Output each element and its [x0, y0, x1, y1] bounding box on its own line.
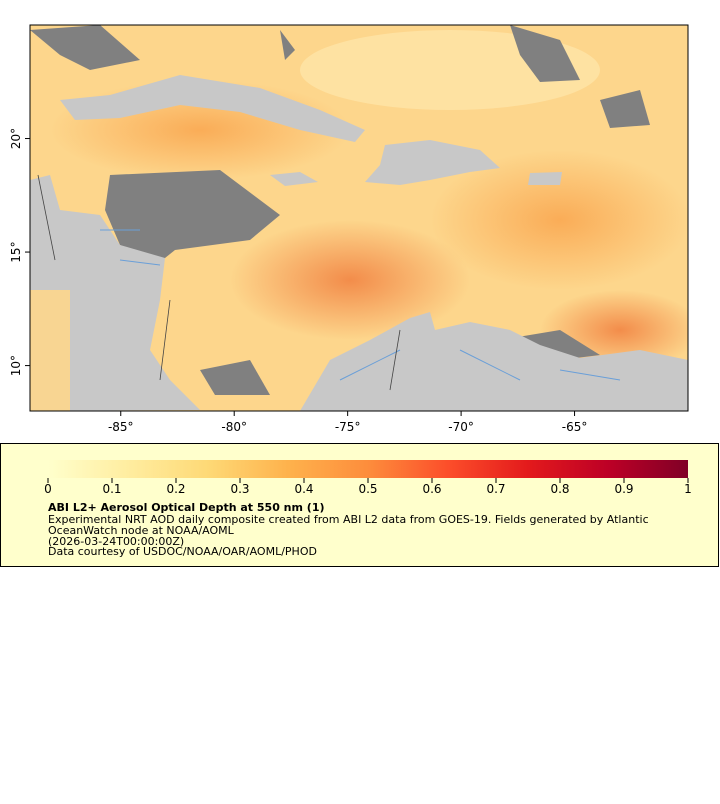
y-tick-label: 15° — [9, 241, 23, 262]
legend-title: ABI L2+ Aerosol Optical Depth at 550 nm … — [48, 501, 325, 514]
colorbar-tick-label: 0.9 — [614, 482, 633, 496]
x-tick-label: -85° — [108, 420, 134, 434]
colorbar-tick-label: 0 — [44, 482, 52, 496]
map-frame — [29, 24, 689, 412]
axes: -85° -80° -75° -70° -65° 10° 15° 20° — [9, 128, 587, 434]
legend-line: (2026-03-24T00:00:00Z) — [48, 535, 184, 548]
x-tick-label: -70° — [448, 420, 474, 434]
colorbar-ticks: 0 0.1 0.2 0.3 0.4 0.5 0.6 0.7 0.8 0.9 1 — [44, 478, 692, 496]
colorbar-tick-label: 0.1 — [102, 482, 121, 496]
colorbar-tick-label: 0.3 — [230, 482, 249, 496]
y-tick-label: 20° — [9, 128, 23, 149]
colorbar-tick-label: 0.2 — [166, 482, 185, 496]
x-tick-label: -80° — [221, 420, 247, 434]
colorbar — [48, 460, 688, 478]
x-tick-label: -65° — [562, 420, 588, 434]
colorbar-tick-label: 0.8 — [550, 482, 569, 496]
legend-line: Experimental NRT AOD daily composite cre… — [48, 513, 649, 526]
colorbar-tick-label: 1 — [684, 482, 692, 496]
legend-line: Data courtesy of USDOC/NOAA/OAR/AOML/PHO… — [48, 545, 317, 558]
legend-line: OceanWatch node at NOAA/AOML — [48, 524, 235, 537]
colorbar-tick-label: 0.5 — [358, 482, 377, 496]
y-tick-label: 10° — [9, 355, 23, 376]
colorbar-tick-label: 0.4 — [294, 482, 313, 496]
colorbar-tick-label: 0.6 — [422, 482, 441, 496]
x-tick-label: -75° — [335, 420, 361, 434]
map-image — [30, 25, 688, 411]
colorbar-tick-label: 0.7 — [486, 482, 505, 496]
